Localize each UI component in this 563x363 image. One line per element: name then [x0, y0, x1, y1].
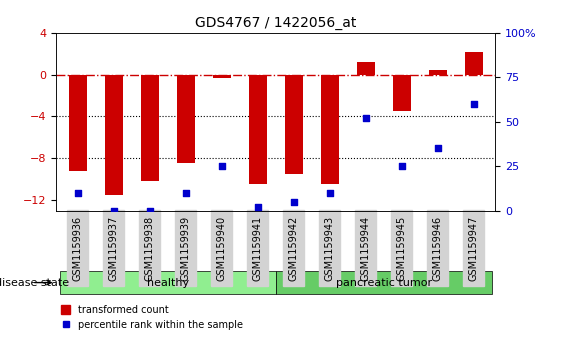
Bar [177, 74, 195, 163]
Bar [69, 74, 87, 171]
Point [181, 190, 190, 196]
Bar [213, 74, 231, 78]
Point [397, 163, 406, 169]
Point [109, 208, 118, 213]
Bar [285, 74, 303, 174]
Point [289, 199, 298, 205]
Bar [357, 62, 375, 74]
Point [217, 163, 226, 169]
Title: GDS4767 / 1422056_at: GDS4767 / 1422056_at [195, 16, 356, 30]
Point [470, 101, 479, 107]
Text: disease state: disease state [0, 278, 69, 287]
Point [434, 145, 443, 151]
FancyBboxPatch shape [276, 271, 492, 294]
Point [361, 115, 370, 121]
Point [145, 208, 154, 213]
Point [73, 190, 82, 196]
Bar [249, 74, 267, 184]
Bar [321, 74, 339, 184]
Point [325, 190, 334, 196]
Bar [429, 70, 447, 74]
Text: healthy: healthy [147, 278, 189, 287]
FancyBboxPatch shape [60, 271, 276, 294]
Bar [393, 74, 411, 111]
Bar [105, 74, 123, 195]
Point [253, 204, 262, 210]
Legend: transformed count, percentile rank within the sample: transformed count, percentile rank withi… [57, 301, 247, 334]
Bar [465, 52, 483, 74]
Bar [141, 74, 159, 181]
Text: pancreatic tumor: pancreatic tumor [336, 278, 432, 287]
